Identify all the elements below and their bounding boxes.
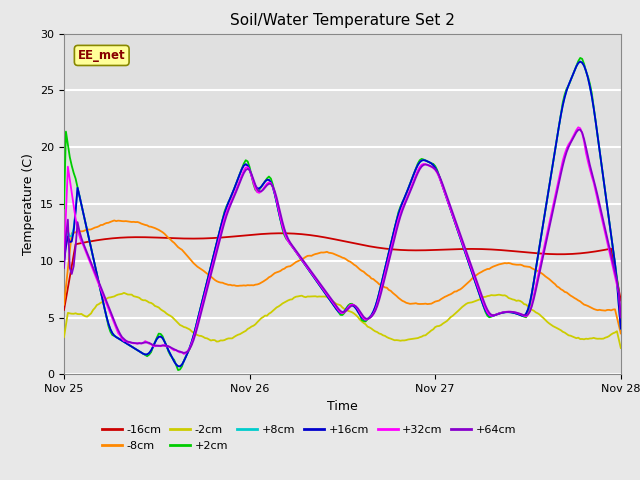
-2cm [85, 312, 93, 318]
+2cm [248, 173, 255, 179]
+2cm [333, 307, 340, 312]
+8cm [60, 258, 68, 264]
+64cm [248, 171, 255, 177]
+2cm [577, 55, 584, 61]
Line: -8cm: -8cm [64, 220, 621, 334]
+16cm [617, 326, 625, 332]
Line: -2cm: -2cm [64, 293, 621, 348]
-8cm [333, 252, 340, 258]
+64cm [60, 265, 68, 271]
-16cm [85, 239, 93, 244]
Legend: -16cm, -8cm, -2cm, +2cm, +8cm, +16cm, +32cm, +64cm: -16cm, -8cm, -2cm, +2cm, +8cm, +16cm, +3… [97, 421, 521, 456]
+32cm [501, 309, 509, 315]
-2cm [501, 292, 509, 298]
+16cm [66, 239, 74, 245]
+8cm [248, 173, 255, 179]
+16cm [501, 310, 509, 315]
+32cm [333, 305, 340, 311]
+64cm [143, 340, 151, 346]
Line: +8cm: +8cm [64, 61, 621, 366]
+8cm [501, 310, 509, 315]
+32cm [248, 173, 255, 179]
+16cm [143, 351, 151, 357]
-2cm [66, 311, 74, 316]
+2cm [85, 236, 93, 242]
-16cm [60, 307, 68, 313]
+64cm [66, 265, 74, 271]
+8cm [617, 326, 625, 332]
+8cm [66, 233, 74, 239]
+64cm [501, 309, 509, 315]
-16cm [501, 248, 509, 253]
+16cm [248, 173, 255, 179]
+8cm [333, 307, 340, 312]
+64cm [333, 303, 340, 309]
-2cm [145, 300, 153, 305]
+16cm [60, 260, 68, 265]
+16cm [176, 363, 184, 369]
-16cm [143, 234, 151, 240]
-2cm [248, 324, 255, 329]
-2cm [60, 334, 68, 340]
Line: +32cm: +32cm [64, 127, 621, 354]
+2cm [66, 154, 74, 160]
-2cm [333, 301, 340, 307]
+16cm [333, 307, 340, 312]
Y-axis label: Temperature (C): Temperature (C) [22, 153, 35, 255]
Line: +64cm: +64cm [64, 130, 621, 353]
+64cm [180, 350, 188, 356]
+2cm [501, 309, 509, 315]
+2cm [60, 205, 68, 211]
+8cm [85, 236, 93, 242]
-8cm [501, 260, 509, 266]
Text: EE_met: EE_met [78, 49, 125, 62]
+32cm [60, 261, 68, 267]
-8cm [145, 224, 153, 229]
-8cm [60, 302, 68, 308]
+8cm [577, 59, 584, 64]
Line: +16cm: +16cm [64, 61, 621, 366]
-8cm [85, 227, 93, 232]
Line: -16cm: -16cm [64, 233, 621, 310]
+64cm [617, 314, 625, 320]
+2cm [617, 321, 625, 327]
Title: Soil/Water Temperature Set 2: Soil/Water Temperature Set 2 [230, 13, 455, 28]
-8cm [111, 217, 118, 223]
Line: +2cm: +2cm [64, 58, 621, 370]
+32cm [143, 339, 151, 345]
+32cm [85, 257, 93, 263]
+64cm [85, 255, 93, 261]
+32cm [617, 314, 625, 320]
+8cm [176, 363, 184, 369]
X-axis label: Time: Time [327, 400, 358, 413]
-2cm [120, 290, 128, 296]
-16cm [333, 237, 340, 242]
+2cm [174, 367, 182, 373]
-8cm [617, 331, 625, 336]
-16cm [617, 298, 625, 303]
-16cm [246, 232, 253, 238]
-16cm [66, 275, 74, 280]
+8cm [143, 351, 151, 357]
-2cm [617, 345, 625, 351]
+32cm [66, 177, 74, 182]
-8cm [66, 248, 74, 254]
+32cm [575, 124, 582, 130]
-16cm [278, 230, 286, 236]
+16cm [577, 59, 584, 64]
+2cm [143, 353, 151, 359]
+64cm [577, 127, 584, 132]
+32cm [180, 351, 188, 357]
-8cm [248, 282, 255, 288]
+16cm [85, 236, 93, 242]
